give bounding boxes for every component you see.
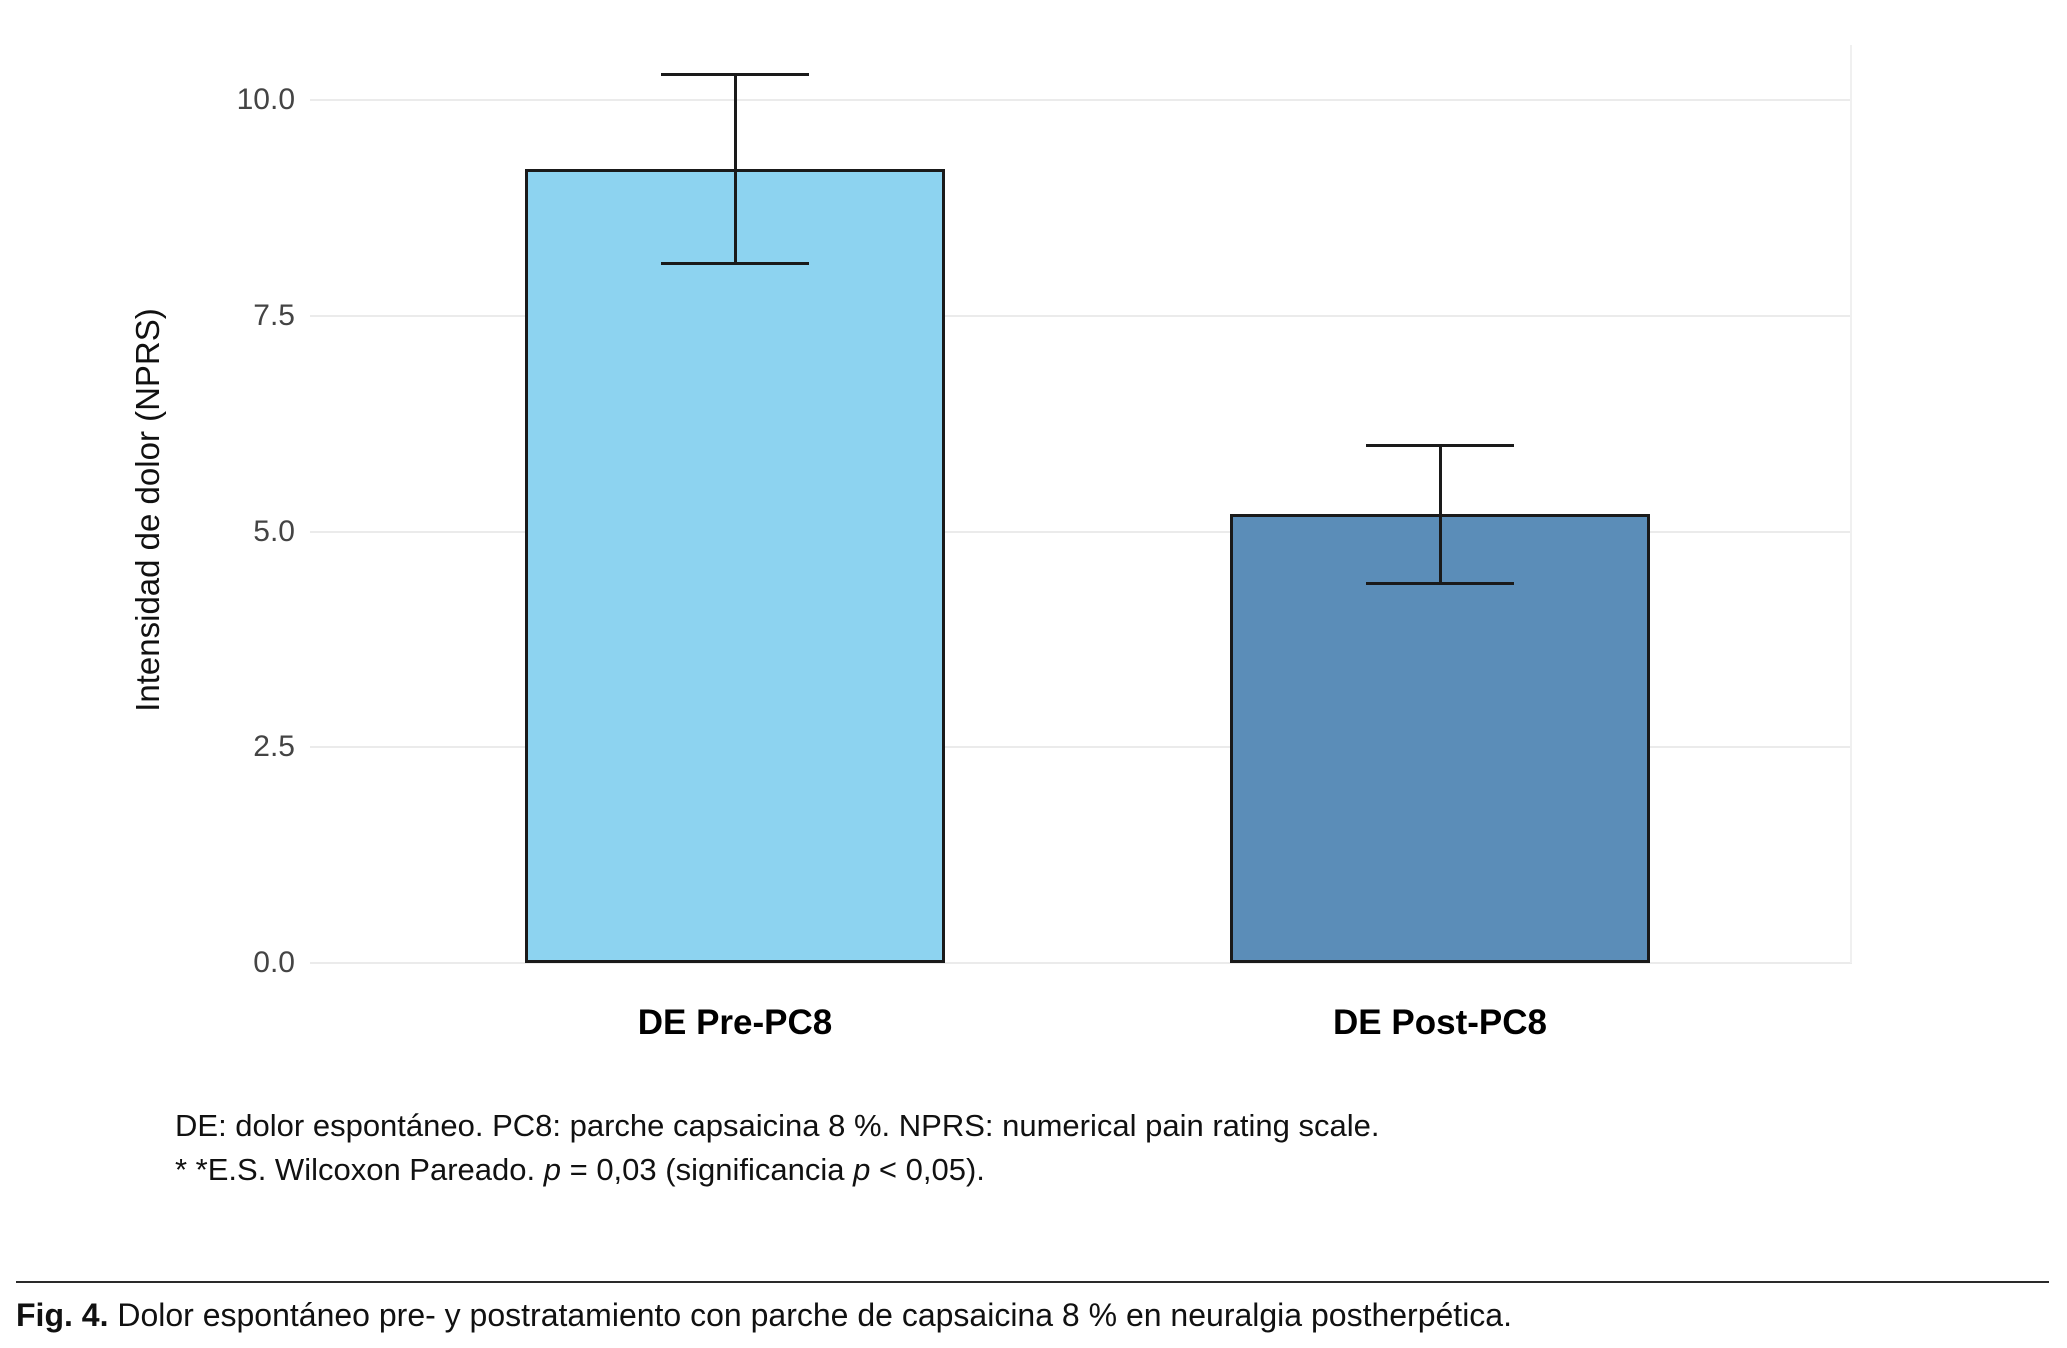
footnote-line-1: DE: dolor espontáneo. PC8: parche capsai… — [175, 1108, 1380, 1143]
chart-footnote: DE: dolor espontáneo. PC8: parche capsai… — [175, 1104, 1379, 1192]
footnote-p-symbol-2: p — [853, 1152, 871, 1188]
bar-pre — [525, 169, 945, 963]
y-tick-label: 0.0 — [253, 946, 295, 979]
y-gridline — [310, 962, 1852, 964]
y-axis-title: Intensidad de dolor (NPRS) — [129, 308, 166, 712]
x-category-label: DE Post-PC8 — [1333, 1003, 1547, 1042]
y-tick-label: 7.5 — [253, 298, 295, 332]
x-category-label: DE Pre-PC8 — [637, 1003, 833, 1042]
y-tick-label: 2.5 — [253, 730, 295, 764]
footnote-stat-prefix: * *E.S. Wilcoxon Pareado. — [175, 1152, 544, 1188]
footnote-stat-suffix: < 0,05). — [870, 1152, 985, 1188]
y-tick-label: 5.0 — [253, 514, 295, 548]
panel-right-gridline — [1850, 45, 1852, 963]
figure-caption: Fig. 4. Dolor espontáneo pre- y postrata… — [16, 1297, 1512, 1334]
y-gridline — [310, 746, 1852, 749]
footnote-stat-mid: = 0,03 (significancia — [560, 1152, 854, 1188]
figure-caption-label: Fig. 4. — [16, 1297, 109, 1333]
caption-divider — [16, 1281, 2049, 1283]
figure-caption-text: Dolor espontáneo pre- y postratamiento c… — [108, 1297, 1512, 1333]
y-tick-label: 10.0 — [236, 83, 295, 116]
y-gridline — [310, 530, 1852, 533]
footnote-line-2: * *E.S. Wilcoxon Pareado. p = 0,03 (sign… — [175, 1148, 1379, 1192]
bar-post — [1230, 514, 1650, 963]
error-bar-cap-top — [661, 72, 809, 76]
error-bar-line — [733, 74, 737, 264]
error-bar-cap-bottom — [1366, 581, 1514, 585]
error-bar-cap-top — [1366, 443, 1514, 447]
error-bar-line — [1438, 445, 1442, 584]
y-gridline — [310, 99, 1852, 101]
y-gridline — [310, 314, 1852, 317]
footnote-p-symbol: p — [543, 1152, 561, 1188]
error-bar-cap-bottom — [661, 262, 809, 266]
